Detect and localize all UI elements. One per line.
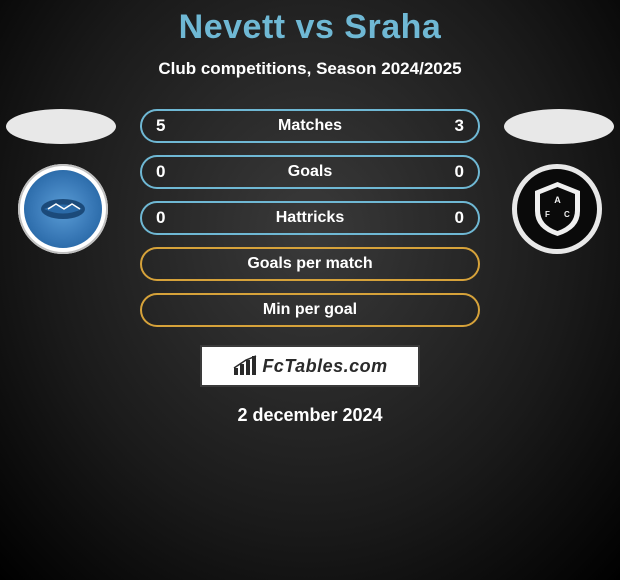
stat-value-left: 0	[156, 208, 165, 228]
site-badge-text: FcTables.com	[262, 356, 387, 377]
crest-left-icon	[38, 194, 88, 224]
club-crest-right: A F C	[512, 164, 602, 254]
stat-value-left: 0	[156, 162, 165, 182]
stat-row: Goals per match	[140, 247, 480, 281]
stat-value-right: 0	[455, 208, 464, 228]
stat-value-left: 5	[156, 116, 165, 136]
stat-label: Min per goal	[263, 301, 357, 319]
crest-right-icon: A F C	[530, 179, 585, 239]
svg-text:F: F	[545, 210, 550, 219]
svg-text:A: A	[554, 195, 561, 205]
stat-label: Matches	[278, 117, 342, 135]
comparison-subtitle: Club competitions, Season 2024/2025	[0, 59, 620, 79]
comparison-body: A F C 5 Matches 3 0 Goals 0 0 Hattricks 0 Goals p…	[0, 109, 620, 426]
stat-label: Goals	[288, 163, 332, 181]
stat-value-right: 3	[455, 116, 464, 136]
stat-row: 0 Goals 0	[140, 155, 480, 189]
comparison-title: Nevett vs Sraha	[0, 0, 620, 47]
stat-row: Min per goal	[140, 293, 480, 327]
site-badge: FcTables.com	[200, 345, 420, 387]
stat-row: 0 Hattricks 0	[140, 201, 480, 235]
stat-value-right: 0	[455, 162, 464, 182]
stat-label: Goals per match	[247, 255, 372, 273]
stat-rows: 5 Matches 3 0 Goals 0 0 Hattricks 0 Goals per mat…	[140, 109, 480, 327]
bar-chart-icon	[232, 355, 258, 377]
club-crest-left	[18, 164, 108, 254]
player-photo-right	[504, 109, 614, 144]
stat-label: Hattricks	[276, 209, 344, 227]
player-photo-left	[6, 109, 116, 144]
comparison-date: 2 december 2024	[0, 405, 620, 426]
svg-text:C: C	[564, 210, 570, 219]
stat-row: 5 Matches 3	[140, 109, 480, 143]
